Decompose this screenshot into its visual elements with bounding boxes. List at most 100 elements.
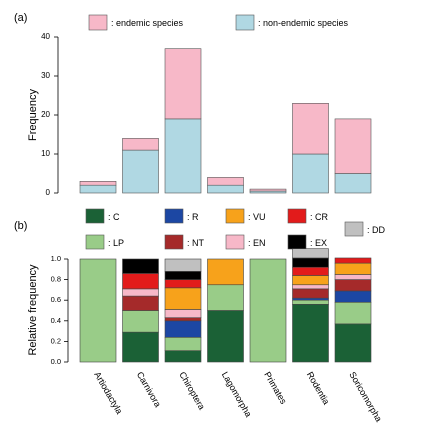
panel-b-y-axis: 0.0 0.2 0.4 0.6 0.8 1.0 bbox=[51, 254, 69, 366]
legend-swatch-nonendemic bbox=[235, 14, 255, 31]
y-tick-label-0-8: 0.8 bbox=[51, 275, 61, 284]
stack-lagomorpha-vu bbox=[207, 258, 244, 286]
stack-lagomorpha-lp bbox=[207, 284, 244, 311]
stack-soricomorpha-r bbox=[334, 290, 372, 303]
y-tick-label-10: 10 bbox=[41, 149, 50, 158]
legend-label-c: : C bbox=[108, 212, 120, 222]
legend-label-ex: : EX bbox=[310, 238, 327, 248]
y-tick-label-20: 20 bbox=[41, 110, 50, 119]
panel-a: (a) : endemic species : non-endemic speci… bbox=[14, 12, 372, 197]
stack-carnivora-c bbox=[122, 331, 159, 363]
panel-b-bars bbox=[79, 248, 372, 363]
stack-chiroptera-en bbox=[164, 309, 202, 319]
stack-chiroptera-lp bbox=[164, 336, 202, 351]
legend-label-r: : R bbox=[187, 212, 199, 222]
panel-a-y-axis: 0 10 20 30 40 bbox=[41, 32, 59, 197]
y-tick-label-1-0: 1.0 bbox=[51, 254, 61, 263]
y-tick-label-0-0: 0.0 bbox=[51, 357, 61, 366]
x-label-rodentia: Rodentia bbox=[305, 370, 332, 406]
stack-rodentia-en bbox=[292, 284, 329, 290]
legend-swatch-r bbox=[164, 208, 184, 224]
y-tick-label-0: 0 bbox=[46, 188, 51, 197]
stack-chiroptera-dd bbox=[164, 258, 202, 272]
panel-a-bars bbox=[79, 48, 372, 194]
stack-soricomorpha-vu bbox=[334, 262, 372, 275]
x-label-soricomorpha: Soricomorpha bbox=[347, 370, 384, 424]
legend-swatch-c bbox=[85, 208, 105, 224]
legend-swatch-dd bbox=[344, 221, 364, 237]
stack-chiroptera-cr bbox=[164, 279, 202, 289]
legend-swatch-nt bbox=[164, 234, 184, 250]
stack-carnivora-ex bbox=[122, 258, 159, 274]
panel-a-y-axis-title: Frequency bbox=[27, 89, 39, 141]
legend-swatch-vu bbox=[225, 208, 245, 224]
legend-label-en: : EN bbox=[248, 238, 266, 248]
stack-carnivora-cr bbox=[122, 273, 159, 290]
legend-swatch-endemic bbox=[88, 14, 108, 31]
y-tick-label-0-2: 0.2 bbox=[51, 336, 61, 345]
legend-label-endemic: : endemic species bbox=[111, 18, 184, 28]
bar-chiroptera-nonendemic bbox=[164, 118, 202, 194]
bar-artiodactyla-endemic bbox=[79, 181, 117, 186]
stack-soricomorpha-en bbox=[334, 274, 372, 280]
bar-carnivora-nonendemic bbox=[122, 149, 159, 194]
stack-artiodactyla-lp bbox=[79, 258, 117, 363]
bar-rodentia-nonendemic bbox=[292, 153, 329, 194]
stack-carnivora-lp bbox=[122, 310, 159, 333]
panel-b: (b) : C : LP : R : NT : EN : VU : CR : EX : DD 0… bbox=[14, 208, 386, 424]
legend-label-cr: : CR bbox=[310, 212, 329, 222]
x-label-artiodactyla: Artiodactyla bbox=[92, 370, 124, 416]
y-tick-label-0-6: 0.6 bbox=[51, 295, 61, 304]
stack-rodentia-vu bbox=[292, 275, 329, 286]
stack-soricomorpha-cr bbox=[334, 257, 372, 264]
x-label-lagomorpha: Lagomorpha bbox=[220, 370, 254, 419]
stack-chiroptera-vu bbox=[164, 287, 202, 310]
stack-rodentia-dd bbox=[292, 248, 329, 259]
bar-primates-endemic bbox=[249, 188, 287, 192]
stack-chiroptera-nt bbox=[164, 317, 202, 322]
panel-b-x-axis-labels: Artiodactyla Carnivora Chiroptera Lagomorph… bbox=[92, 370, 384, 424]
bar-carnivora-endemic bbox=[122, 138, 159, 151]
stack-rodentia-ex bbox=[292, 257, 329, 268]
stack-soricomorpha-nt bbox=[334, 279, 372, 292]
y-tick-label-0-4: 0.4 bbox=[51, 316, 61, 325]
stack-rodentia-cr bbox=[292, 266, 329, 276]
legend-swatch-en bbox=[225, 234, 245, 250]
legend-label-dd: : DD bbox=[367, 225, 386, 235]
bar-soricomorpha-endemic bbox=[334, 118, 372, 174]
x-label-carnivora: Carnivora bbox=[135, 370, 163, 409]
stack-rodentia-r bbox=[292, 297, 329, 301]
y-tick-label-30: 30 bbox=[41, 71, 50, 80]
stack-soricomorpha-lp bbox=[334, 301, 372, 325]
x-label-primates: Primates bbox=[262, 370, 289, 406]
panel-b-legend: : C : LP : R : NT : EN : VU : CR : EX : DD bbox=[85, 208, 386, 250]
stack-carnivora-en bbox=[122, 288, 159, 297]
stack-rodentia-nt bbox=[292, 288, 329, 299]
y-tick-label-40: 40 bbox=[41, 32, 50, 41]
stack-chiroptera-r bbox=[164, 320, 202, 338]
stack-rodentia-lp bbox=[292, 299, 329, 305]
bar-soricomorpha-nonendemic bbox=[334, 173, 372, 194]
bar-rodentia-endemic bbox=[292, 103, 329, 155]
panel-b-y-axis-title: Relative frequency bbox=[27, 264, 39, 356]
stack-carnivora-nt bbox=[122, 295, 159, 311]
stack-primates-lp bbox=[249, 258, 287, 363]
bar-lagomorpha-endemic bbox=[207, 177, 244, 186]
panel-b-label: (b) bbox=[14, 220, 27, 232]
legend-label-vu: : VU bbox=[248, 212, 266, 222]
legend-swatch-ex bbox=[287, 234, 307, 250]
legend-swatch-lp bbox=[85, 234, 105, 250]
stack-chiroptera-ex bbox=[164, 271, 202, 280]
stack-soricomorpha-c bbox=[334, 323, 372, 363]
x-label-chiroptera: Chiroptera bbox=[177, 370, 207, 411]
stack-rodentia-c bbox=[292, 304, 329, 363]
legend-swatch-cr bbox=[287, 208, 307, 224]
stack-chiroptera-c bbox=[164, 350, 202, 363]
legend-label-lp: : LP bbox=[108, 238, 124, 248]
legend-label-nt: : NT bbox=[187, 238, 205, 248]
panel-a-label: (a) bbox=[14, 12, 27, 24]
bar-lagomorpha-nonendemic bbox=[207, 184, 244, 194]
stack-lagomorpha-c bbox=[207, 310, 244, 363]
legend-label-nonendemic: : non-endemic species bbox=[258, 18, 349, 28]
